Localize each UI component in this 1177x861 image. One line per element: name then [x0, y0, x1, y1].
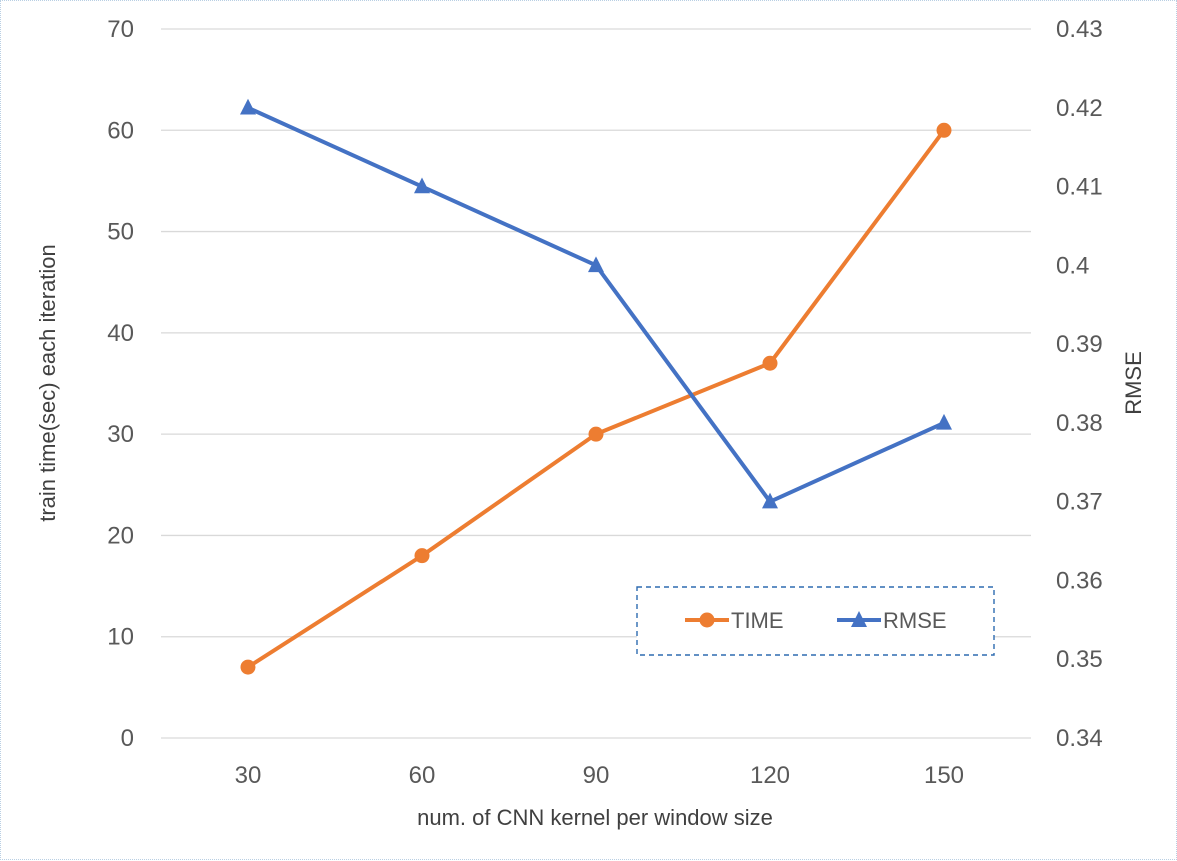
y-tick-label-right: 0.38	[1056, 410, 1103, 437]
rmse-legend-marker	[851, 611, 867, 627]
x-axis-title: num. of CNN kernel per window size	[417, 805, 773, 830]
legend: TIME RMSE	[636, 586, 995, 656]
time-legend-marker	[699, 612, 715, 628]
y-tick-label-left: 20	[107, 522, 134, 549]
x-tick-label: 120	[750, 762, 790, 789]
y-tick-label-right: 0.37	[1056, 489, 1103, 516]
y-tick-label-right: 0.43	[1056, 16, 1103, 43]
rmse-point	[762, 492, 778, 509]
time-point	[588, 426, 604, 442]
rmse-point	[588, 256, 604, 273]
y-axis-right: 0.34 0.35 0.36 0.37 0.38 0.39 0.4 0.41 0.42 0.43	[1056, 16, 1103, 752]
legend-items: TIME RMSE	[685, 608, 947, 633]
rmse-point	[240, 98, 256, 115]
time-point	[240, 659, 256, 675]
time-point	[414, 548, 430, 564]
y-tick-label-right: 0.41	[1056, 174, 1103, 201]
y-tick-label-right: 0.35	[1056, 646, 1103, 673]
y-axis-left-title: train time(sec) each iteration	[35, 244, 60, 522]
x-tick-label: 150	[924, 762, 964, 789]
x-tick-label: 90	[583, 762, 610, 789]
y-axis-left: 0 10 20 30 40 50 60 70	[107, 16, 134, 752]
rmse-point	[936, 413, 952, 430]
y-tick-label-right: 0.36	[1056, 567, 1103, 594]
time-point	[762, 355, 778, 371]
y-tick-label-right: 0.39	[1056, 331, 1103, 358]
series	[240, 98, 952, 675]
y-tick-label-left: 0	[121, 725, 134, 752]
y-tick-label-left: 10	[107, 624, 134, 651]
rmse-point	[414, 177, 430, 194]
y-tick-label-left: 30	[107, 421, 134, 448]
y-tick-label-right: 0.34	[1056, 725, 1103, 752]
y-tick-label-left: 60	[107, 117, 134, 144]
y-tick-label-right: 0.42	[1056, 95, 1103, 122]
y-tick-label-left: 50	[107, 219, 134, 246]
y-axis-right-title: RMSE	[1121, 351, 1146, 415]
time-point	[936, 122, 952, 138]
rmse-series-line	[247, 105, 945, 504]
x-tick-label: 60	[409, 762, 436, 789]
gridlines	[161, 28, 1031, 739]
rmse-legend-label: RMSE	[883, 608, 947, 633]
y-tick-label-left: 40	[107, 320, 134, 347]
time-legend-label: TIME	[731, 608, 784, 633]
x-tick-label: 30	[235, 762, 262, 789]
x-axis: 30 60 90 120 150	[235, 762, 964, 789]
y-tick-label-left: 70	[107, 16, 134, 43]
y-tick-label-right: 0.4	[1056, 252, 1089, 279]
